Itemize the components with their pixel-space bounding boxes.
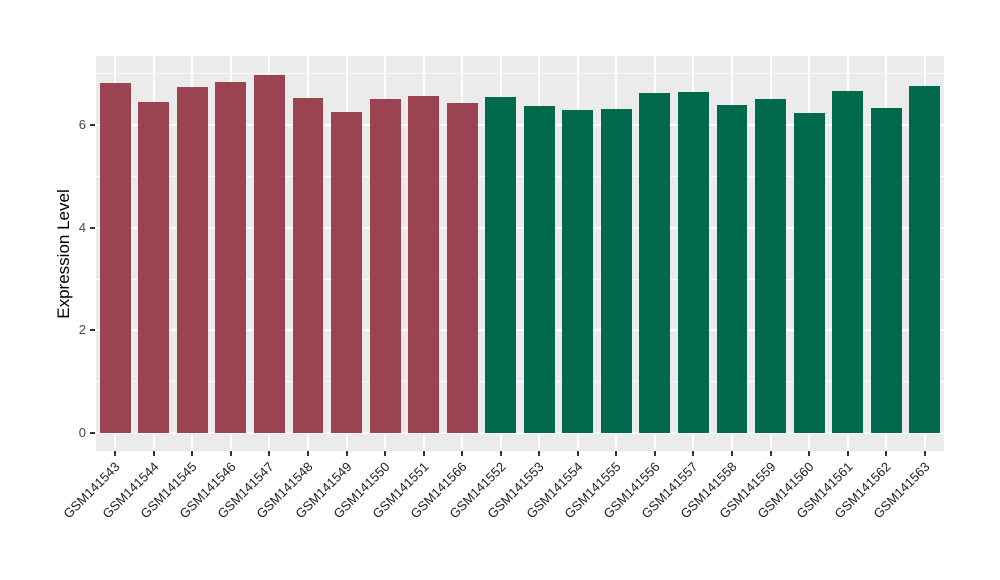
y-tick-4 — [90, 226, 95, 229]
y-tick-label-4: 4 — [78, 219, 86, 235]
x-tick-8 — [422, 451, 425, 456]
x-tick-1 — [152, 451, 155, 456]
bar-GSM141563 — [909, 85, 941, 434]
gridline-minor-y-7 — [96, 73, 944, 75]
x-tick-4 — [268, 451, 271, 456]
x-tick-13 — [615, 451, 618, 456]
gridline-major-y-0 — [96, 432, 944, 435]
bar-GSM141558 — [716, 104, 748, 434]
x-tick-14 — [653, 451, 656, 456]
x-tick-9 — [461, 451, 464, 456]
x-tick-10 — [499, 451, 502, 456]
x-tick-5 — [307, 451, 309, 456]
x-tick-17 — [769, 451, 772, 456]
bar-GSM141545 — [176, 87, 208, 434]
bar-GSM141552 — [485, 97, 517, 434]
bar-GSM141559 — [755, 98, 786, 434]
x-tick-11 — [538, 451, 541, 456]
bar-GSM141557 — [678, 92, 709, 434]
gridline-minor-y-3 — [96, 278, 944, 280]
x-tick-19 — [846, 451, 849, 456]
bar-GSM141562 — [870, 107, 902, 434]
bar-GSM141543 — [99, 82, 131, 434]
y-tick-label-2: 2 — [78, 322, 86, 338]
x-tick-3 — [229, 451, 232, 456]
bar-GSM141561 — [832, 91, 864, 434]
x-tick-2 — [191, 451, 194, 456]
y-tick-2 — [90, 329, 95, 332]
bar-GSM141556 — [639, 93, 671, 434]
x-tick-16 — [731, 451, 733, 456]
plot-panel — [96, 56, 944, 451]
bar-GSM141548 — [292, 97, 324, 434]
gridline-major-y-6 — [96, 124, 944, 127]
x-tick-7 — [384, 451, 387, 456]
gridline-minor-y-1 — [96, 381, 944, 383]
y-tick-label-6: 6 — [78, 117, 86, 133]
x-tick-20 — [885, 451, 888, 456]
bar-GSM141566 — [446, 103, 478, 434]
x-tick-15 — [692, 451, 695, 456]
bar-GSM141546 — [215, 82, 247, 434]
gridline-major-y-2 — [96, 329, 944, 332]
gridline-major-y-4 — [96, 226, 944, 229]
bar-GSM141554 — [562, 109, 594, 434]
bar-GSM141544 — [138, 102, 170, 434]
bar-GSM141551 — [408, 96, 440, 434]
x-tick-21 — [923, 451, 926, 456]
x-tick-0 — [114, 451, 117, 456]
x-tick-18 — [808, 451, 811, 456]
y-tick-0 — [90, 432, 95, 435]
bar-GSM141560 — [793, 113, 825, 434]
bar-GSM141549 — [331, 112, 362, 434]
y-axis-title-text: Expression Level — [54, 189, 73, 319]
bar-GSM141550 — [369, 99, 401, 434]
x-tick-12 — [576, 451, 579, 456]
gridline-minor-y-5 — [96, 176, 944, 178]
x-tick-6 — [345, 451, 348, 456]
bar-GSM141547 — [254, 74, 285, 434]
bar-GSM141555 — [600, 108, 632, 434]
y-tick-6 — [90, 124, 95, 127]
bar-GSM141553 — [523, 106, 555, 434]
y-tick-label-0: 0 — [78, 425, 86, 441]
